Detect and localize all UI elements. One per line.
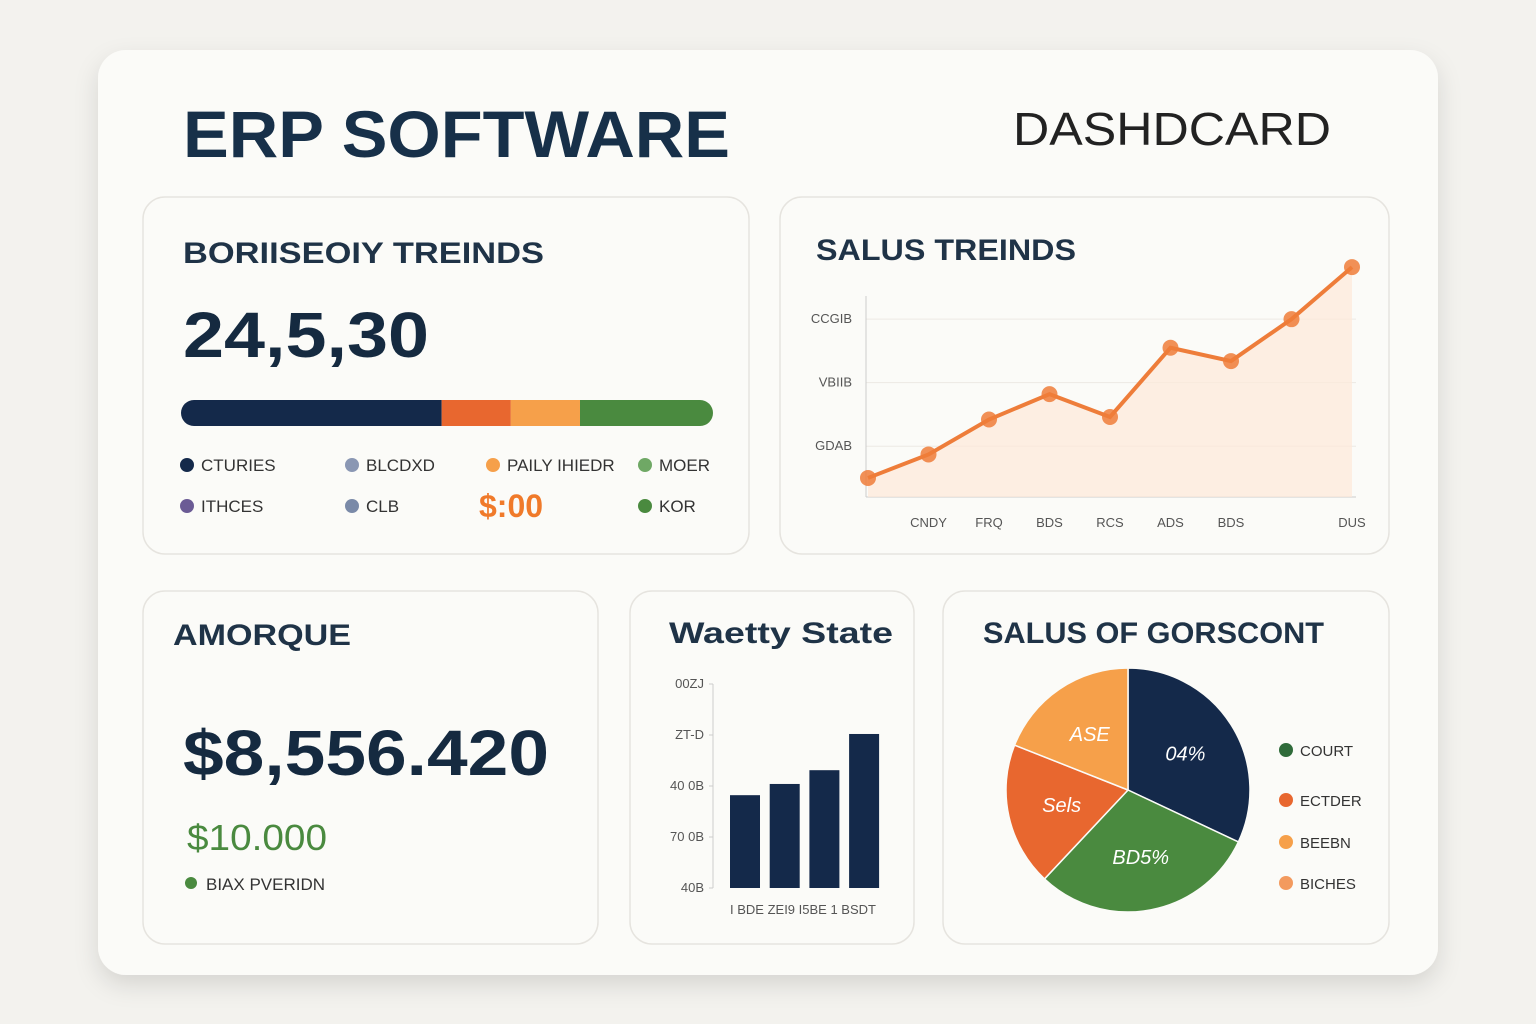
legend-label: ITHCES xyxy=(201,497,263,516)
legend-label: CTURIES xyxy=(201,456,276,475)
x-axis-label: I BDE ZEI9 I5BE 1 BSDT xyxy=(730,902,876,917)
legend-dot xyxy=(486,458,500,472)
panel-title: Waetty State xyxy=(669,617,893,650)
legend-dot xyxy=(1279,793,1293,807)
legend-label: COURT xyxy=(1300,743,1353,760)
legend-label: BEEBN xyxy=(1300,835,1351,852)
pie-slice xyxy=(1043,789,1240,913)
legend-dot xyxy=(1279,743,1293,757)
legend-dot xyxy=(1279,835,1293,849)
slice-label: 04% xyxy=(1165,744,1205,766)
x-tick-label: FRQ xyxy=(975,515,1002,530)
amount-change: $10.000 xyxy=(187,817,327,858)
y-tick-label: GDAB xyxy=(815,438,852,453)
bar-segment xyxy=(181,400,442,426)
highlight-value: $:00 xyxy=(479,488,543,524)
panel-title: SALUS TREINDS xyxy=(816,234,1076,267)
legend-label: BLCDXD xyxy=(366,456,435,475)
panel-title: BORIISEOIY TREINDS xyxy=(183,237,544,270)
point xyxy=(1223,353,1239,370)
bar xyxy=(809,770,840,888)
progress-bar xyxy=(181,400,713,426)
amount-panel xyxy=(142,590,599,945)
panel-title: SALUS OF GORSCONT xyxy=(983,617,1324,650)
bar-segment xyxy=(441,400,511,426)
summary-panel xyxy=(142,196,750,555)
x-tick-label: ADS xyxy=(1157,515,1184,530)
pie-slice xyxy=(1127,667,1251,843)
legend-label: PAILY IHIEDR xyxy=(507,456,615,475)
x-tick-label: BDS xyxy=(1218,515,1245,530)
y-tick-label: 40B xyxy=(681,880,704,895)
app-subtitle: DASHDCARD xyxy=(1013,103,1331,155)
point xyxy=(1041,386,1058,403)
app-title: ERP SOFTWARE xyxy=(183,97,730,171)
amount-note: BIAX PVERIDN xyxy=(206,875,325,894)
point xyxy=(1162,339,1179,356)
legend-dot xyxy=(345,458,359,472)
summary-value: 24,5,30 xyxy=(183,299,429,371)
x-tick-label: DUS xyxy=(1338,515,1366,530)
x-tick-label: CNDY xyxy=(910,515,947,530)
y-tick-label: CCGIB xyxy=(811,311,852,326)
point xyxy=(920,446,937,463)
slice-label: BD5% xyxy=(1112,847,1169,869)
legend-label: MOER xyxy=(659,456,710,475)
y-tick-label: 70 0B xyxy=(670,829,704,844)
legend-dot xyxy=(180,499,194,513)
point xyxy=(1283,311,1300,328)
bar-segment xyxy=(580,400,713,426)
legend-dot xyxy=(638,458,652,472)
legend-label: KOR xyxy=(659,497,696,516)
slice-label: Sels xyxy=(1042,795,1081,817)
area xyxy=(868,267,1352,497)
bar-panel xyxy=(629,590,915,945)
bar xyxy=(730,795,760,888)
bar xyxy=(769,783,800,888)
legend-dot xyxy=(185,877,197,889)
bar xyxy=(849,733,880,888)
y-tick-label: 00ZJ xyxy=(675,676,704,691)
y-tick-label: 40 0B xyxy=(670,778,704,793)
y-tick-label: VBIIB xyxy=(819,375,852,390)
legend-label: CLB xyxy=(366,497,399,516)
point xyxy=(1102,408,1118,425)
point xyxy=(981,411,997,428)
legend-label: BICHES xyxy=(1300,876,1356,893)
slice-label: ASE xyxy=(1069,724,1111,746)
x-tick-label: BDS xyxy=(1036,515,1063,530)
legend-dot xyxy=(1279,876,1293,890)
bar-segment xyxy=(510,400,580,426)
legend-dot xyxy=(638,499,652,513)
pie-slice xyxy=(1013,667,1129,792)
legend-dot xyxy=(345,499,359,513)
point xyxy=(1344,259,1360,276)
panel-title: AMORQUE xyxy=(173,619,351,652)
x-tick-label: RCS xyxy=(1096,515,1124,530)
amount-value: $8,556.420 xyxy=(183,717,549,789)
point xyxy=(860,469,876,486)
legend-label: ECTDER xyxy=(1300,793,1362,810)
legend-dot xyxy=(180,458,194,472)
y-tick-label: ZT-D xyxy=(675,727,704,742)
